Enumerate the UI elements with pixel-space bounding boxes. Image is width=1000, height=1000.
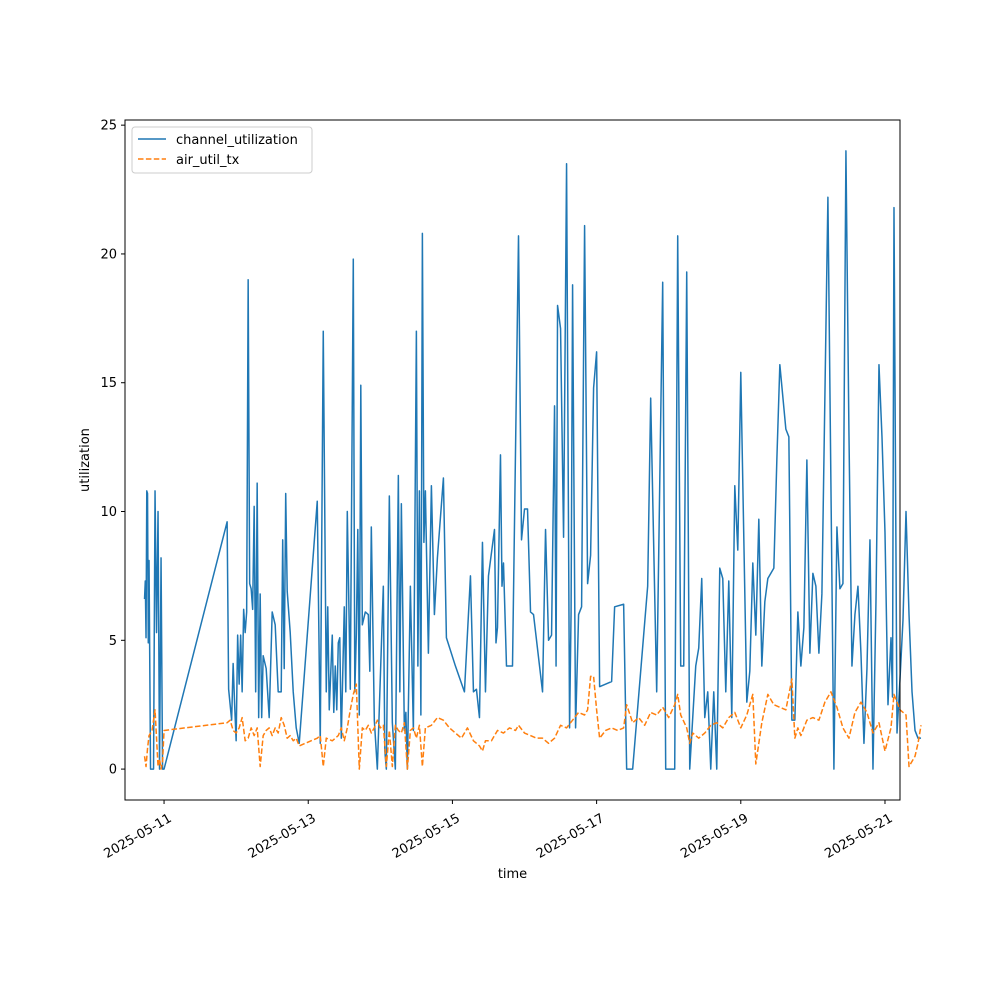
y-tick-label: 0 [109,763,117,778]
y-axis-label: utilization [78,428,93,492]
series-line-channel-utilization [143,150,922,770]
series-line-air-util-tx [143,675,922,770]
series-layer [143,150,922,770]
legend-label-channel-utilization: channel_utilization [176,133,298,148]
y-tick-label: 20 [100,247,117,262]
y-tick-label: 10 [100,505,117,520]
y-tick-label: 15 [100,376,117,391]
plot-frame [124,119,901,801]
legend-label-air-util-tx: air_util_tx [176,153,240,168]
legend: channel_utilization air_util_tx [131,126,313,174]
y-tick-label: 25 [100,119,117,134]
y-axis-ticks: 0 5 10 15 20 25 [100,119,125,778]
legend-box [131,126,313,174]
x-axis-label: time [498,867,527,882]
y-tick-label: 5 [109,634,117,649]
